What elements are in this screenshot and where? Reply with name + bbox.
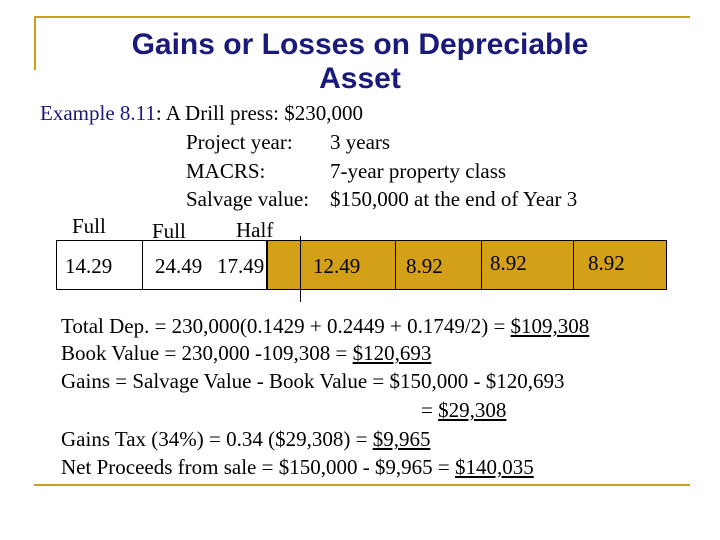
calc-text: Total Dep. = 230,000(0.1429 + 0.2449 + 0… — [61, 314, 511, 338]
rate-value: 8.92 — [406, 254, 443, 278]
detail-key-macrs: MACRS: — [186, 159, 266, 183]
rate-value-year3: 17.49 — [217, 254, 265, 278]
rate-cell-4: 8.92 — [396, 241, 482, 289]
rate-cell-2-filled — [267, 241, 301, 289]
calc-net-proceeds: Net Proceeds from sale = $150,000 - $9,9… — [61, 455, 534, 479]
rate-value: 12.49 — [313, 254, 361, 278]
title-line-1: Gains or Losses on Depreciable — [131, 28, 589, 61]
header-label-year2: Full — [152, 219, 186, 243]
header-label-year1: Full — [72, 214, 106, 238]
calc-text: = — [421, 398, 439, 422]
macrs-rate-bar: 14.29 24.49 12.49 8.92 8.92 8.92 17.49 — [56, 240, 667, 290]
rate-value: 8.92 — [588, 251, 625, 275]
calc-text: Net Proceeds from sale = $150,000 - $9,9… — [61, 455, 456, 479]
rate-value: 8.92 — [490, 251, 527, 275]
frame-left-border — [34, 16, 36, 70]
calc-result: $109,308 — [510, 314, 590, 338]
title-line-2: Asset — [319, 62, 401, 95]
detail-key-project-year: Project year: — [186, 130, 293, 154]
calc-gains: Gains = Salvage Value - Book Value = $15… — [61, 369, 565, 393]
detail-value-macrs: 7-year property class — [330, 159, 507, 183]
rate-value: 24.49 — [155, 254, 203, 278]
year3-divider-line — [300, 236, 301, 302]
detail-key-salvage: Salvage value: — [186, 187, 310, 211]
header-label-year3: Half — [236, 218, 274, 242]
rate-value: 14.29 — [65, 254, 113, 278]
example-line: Example 8.11: A Drill press: $230,000 — [40, 101, 363, 125]
calc-gains-tax: Gains Tax (34%) = 0.34 ($29,308) = $9,96… — [61, 427, 430, 451]
calc-result: $29,308 — [438, 398, 507, 422]
calc-result: $120,693 — [352, 341, 432, 365]
rate-cell-1: 14.29 — [57, 241, 143, 289]
rate-cell-6: 8.92 — [574, 241, 666, 289]
frame-bottom-border — [34, 484, 690, 486]
detail-value-salvage: $150,000 at the end of Year 3 — [330, 187, 578, 211]
calc-total-dep: Total Dep. = 230,000(0.1429 + 0.2449 + 0… — [61, 314, 589, 338]
rate-cell-2: 24.49 — [143, 241, 267, 289]
detail-value-project-year: 3 years — [330, 130, 391, 154]
calc-book-value: Book Value = 230,000 -109,308 = $120,693 — [61, 341, 431, 365]
example-label: Example 8.11 — [40, 101, 156, 125]
calc-text: Book Value = 230,000 -109,308 = — [61, 341, 353, 365]
slide-title: Gains or Losses on Depreciable Asset — [60, 28, 660, 96]
calc-result: $9,965 — [372, 427, 431, 451]
frame-top-border — [34, 16, 690, 18]
example-text: : A Drill press: $230,000 — [155, 101, 363, 125]
calc-result: $140,035 — [455, 455, 534, 479]
calc-gains-result: = $29,308 — [421, 398, 506, 422]
rate-cell-3: 12.49 — [301, 241, 396, 289]
rate-cell-5: 8.92 — [482, 241, 574, 289]
calc-text: Gains Tax (34%) = 0.34 ($29,308) = — [61, 427, 373, 451]
